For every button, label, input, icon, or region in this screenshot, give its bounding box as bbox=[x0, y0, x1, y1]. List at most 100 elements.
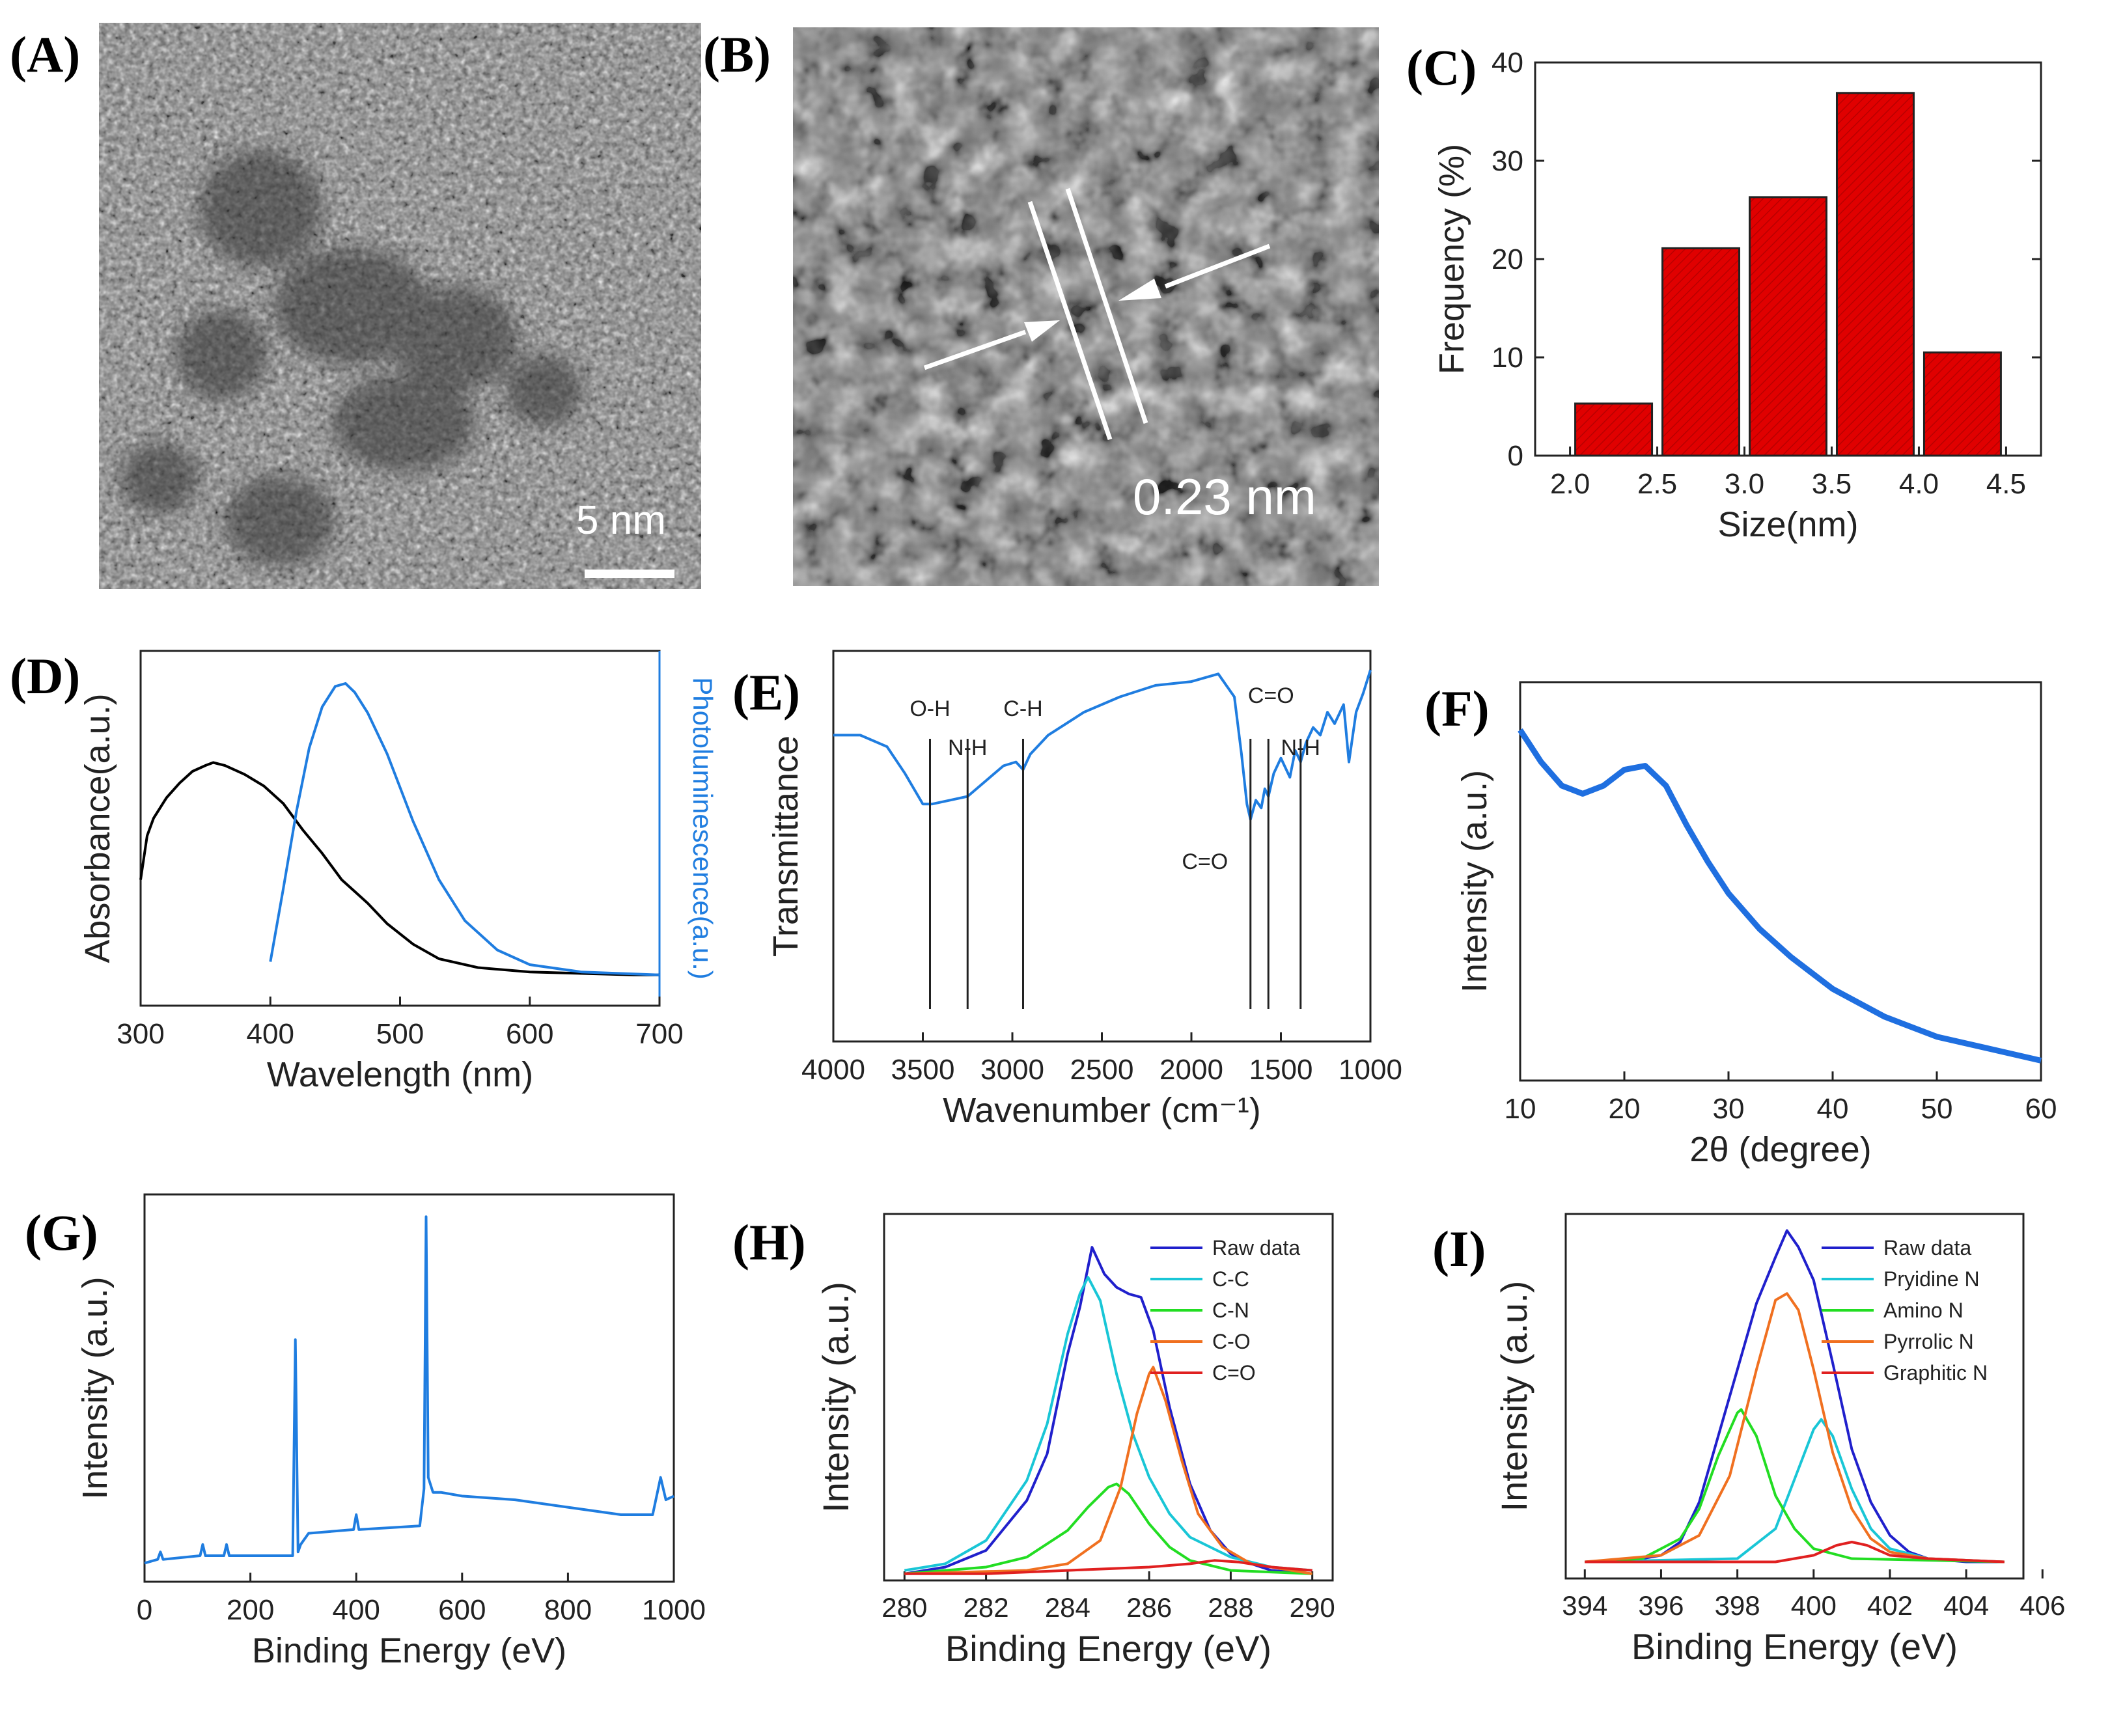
x-tick-label-I: 402 bbox=[1867, 1590, 1913, 1621]
annotation-label: N-H bbox=[1281, 736, 1320, 760]
plot-frame-D bbox=[139, 650, 661, 1007]
x-axis-label-D: Wavelength (nm) bbox=[267, 1055, 533, 1094]
x-tick-label-H: 290 bbox=[1290, 1592, 1335, 1623]
series-line-pyrrolic-n bbox=[1585, 1292, 2005, 1564]
x-tick-label-H: 286 bbox=[1126, 1592, 1172, 1623]
chart-d-uv-pl-spectra: 300 400 500 600 700 Wavelength (nm) Absorbance… bbox=[78, 650, 718, 1094]
chart-i-xps-n1s: 394 396 398 400 402 404 406 Binding Energy (eV)… bbox=[1493, 1213, 2065, 1667]
x-tick-label-E: 1500 bbox=[1249, 1054, 1313, 1086]
x-tick-label-D: 500 bbox=[376, 1018, 424, 1050]
x-axis-label-G: Binding Energy (eV) bbox=[252, 1631, 566, 1670]
x-tick-label-D: 700 bbox=[635, 1018, 683, 1050]
legend-entry: Pyrrolic N bbox=[1883, 1330, 1974, 1353]
x-tick-label-E: 3500 bbox=[891, 1054, 955, 1086]
nanoparticles bbox=[120, 150, 583, 566]
panel-label-b: (B) bbox=[703, 26, 771, 83]
annotation-label: C=O bbox=[1182, 849, 1228, 874]
bar-3 bbox=[1749, 196, 1827, 457]
bar-4 bbox=[1835, 92, 1915, 457]
y-tick-label-C: 40 bbox=[1492, 47, 1523, 79]
x-tick-label-F: 30 bbox=[1713, 1093, 1745, 1125]
x-tick-label-E: 2500 bbox=[1070, 1054, 1134, 1086]
legend-entry: C-C bbox=[1212, 1267, 1249, 1291]
x-tick-label-G: 600 bbox=[438, 1594, 486, 1626]
legend-entry: Pryidine N bbox=[1883, 1267, 1980, 1291]
legend-entry: C=O bbox=[1212, 1361, 1256, 1385]
y-axis-label-H: Intensity (a.u.) bbox=[815, 1282, 856, 1513]
x-tick-label-I: 406 bbox=[2020, 1590, 2065, 1621]
x-axis-label-C: Size(nm) bbox=[1717, 505, 1858, 544]
series-line-amino-n bbox=[1585, 1408, 2005, 1564]
x-tick-label-F: 50 bbox=[1921, 1093, 1953, 1125]
x-tick-label-G: 400 bbox=[332, 1594, 380, 1626]
series-line-c-n bbox=[904, 1482, 1312, 1575]
panel-label-g: (G) bbox=[25, 1204, 98, 1261]
x-tick-label-G: 1000 bbox=[642, 1594, 706, 1626]
series-line-raw-data bbox=[904, 1246, 1312, 1575]
y-tick-label-C: 10 bbox=[1492, 342, 1523, 374]
x-tick-label-I: 396 bbox=[1638, 1590, 1684, 1621]
x-tick-label-D: 300 bbox=[117, 1018, 164, 1050]
series-line-xrd bbox=[1518, 728, 2042, 1064]
legend-entry: Graphitic N bbox=[1883, 1361, 1988, 1385]
x-tick-label-G: 0 bbox=[137, 1594, 152, 1626]
x-tick-label-H: 288 bbox=[1208, 1592, 1253, 1623]
chart-g-xps-survey: 0 200 400 600 800 1000 Binding Energy (eV) Inte… bbox=[76, 1193, 706, 1670]
panel-label-a: (A) bbox=[10, 26, 80, 83]
series-line-c-o bbox=[904, 1366, 1313, 1575]
series-line-graphitic-n bbox=[1585, 1541, 2005, 1564]
y-axis-label-E: Transmittance bbox=[766, 736, 805, 957]
panel-label-f: (F) bbox=[1424, 680, 1490, 737]
y-axis-label-C: Frequency (%) bbox=[1432, 144, 1471, 374]
annotation-label: N-H bbox=[948, 736, 987, 760]
hrtem-texture bbox=[793, 27, 1379, 586]
chart-e-ftir-spectrum: 4000 3500 3000 2500 2000 1500 1000 Wavenumber (… bbox=[766, 650, 1402, 1130]
panel-a: (A) 5 nm bbox=[10, 23, 701, 589]
x-tick-label-G: 200 bbox=[227, 1594, 274, 1626]
x-tick-label-I: 394 bbox=[1562, 1590, 1607, 1621]
panel-label-h: (H) bbox=[732, 1214, 806, 1271]
y-tick-label-C: 20 bbox=[1492, 243, 1523, 275]
panel-label-e: (E) bbox=[732, 664, 800, 721]
series-line-photoluminescence bbox=[269, 682, 660, 976]
x-tick-label-E: 3000 bbox=[980, 1054, 1044, 1086]
scale-bar bbox=[585, 570, 674, 578]
y-axis-label-right-D: Photoluminescence(a.u.) bbox=[687, 677, 718, 980]
x-tick-label-C: 3.0 bbox=[1725, 468, 1764, 500]
x-tick-label-C: 4.5 bbox=[1986, 468, 2026, 500]
x-tick-label-H: 282 bbox=[964, 1592, 1009, 1623]
bar-2 bbox=[1661, 247, 1741, 457]
x-axis-label-E: Wavenumber (cm⁻¹) bbox=[943, 1091, 1261, 1130]
x-tick-label-E: 2000 bbox=[1159, 1054, 1223, 1086]
plot-frame-G bbox=[143, 1193, 675, 1583]
legend-entry: Amino N bbox=[1883, 1299, 1964, 1322]
x-tick-label-C: 4.0 bbox=[1899, 468, 1939, 500]
annotation-label: C=O bbox=[1248, 683, 1294, 708]
series-line-pryidine-n bbox=[1585, 1418, 2005, 1564]
y-tick-label-C: 30 bbox=[1492, 145, 1523, 177]
series-line-survey bbox=[144, 1215, 674, 1565]
y-axis-label-F: Intensity (a.u.) bbox=[1455, 770, 1494, 993]
x-tick-label-G: 800 bbox=[544, 1594, 592, 1626]
chart-h-xps-c1s: 280 282 284 286 288 290 Binding Energy (eV) Int… bbox=[815, 1213, 1335, 1669]
chart-f-xrd-pattern: 10 20 30 40 50 60 2θ (degree) Intensity (a.u.) bbox=[1455, 681, 2057, 1169]
bar-1 bbox=[1574, 402, 1654, 457]
panel-label-d: (D) bbox=[10, 648, 80, 704]
y-tick-label-C: 0 bbox=[1508, 440, 1523, 472]
x-tick-label-C: 2.5 bbox=[1637, 468, 1677, 500]
x-tick-label-D: 400 bbox=[247, 1018, 294, 1050]
x-tick-label-C: 2.0 bbox=[1550, 468, 1590, 500]
plot-frame-I bbox=[1564, 1213, 2025, 1580]
x-tick-label-E: 1000 bbox=[1339, 1054, 1402, 1086]
series-line-ftir bbox=[833, 669, 1372, 821]
x-tick-label-F: 40 bbox=[1817, 1093, 1849, 1125]
y-axis-label-G: Intensity (a.u.) bbox=[76, 1276, 115, 1499]
x-tick-label-H: 284 bbox=[1045, 1592, 1090, 1623]
x-tick-label-F: 20 bbox=[1609, 1093, 1641, 1125]
lattice-fringe-lines bbox=[1027, 187, 1148, 441]
x-tick-label-H: 280 bbox=[881, 1592, 927, 1623]
lattice-spacing-label: 0.23 nm bbox=[1133, 468, 1316, 525]
x-tick-label-C: 3.5 bbox=[1812, 468, 1852, 500]
x-axis-label-F: 2θ (degree) bbox=[1689, 1130, 1871, 1169]
